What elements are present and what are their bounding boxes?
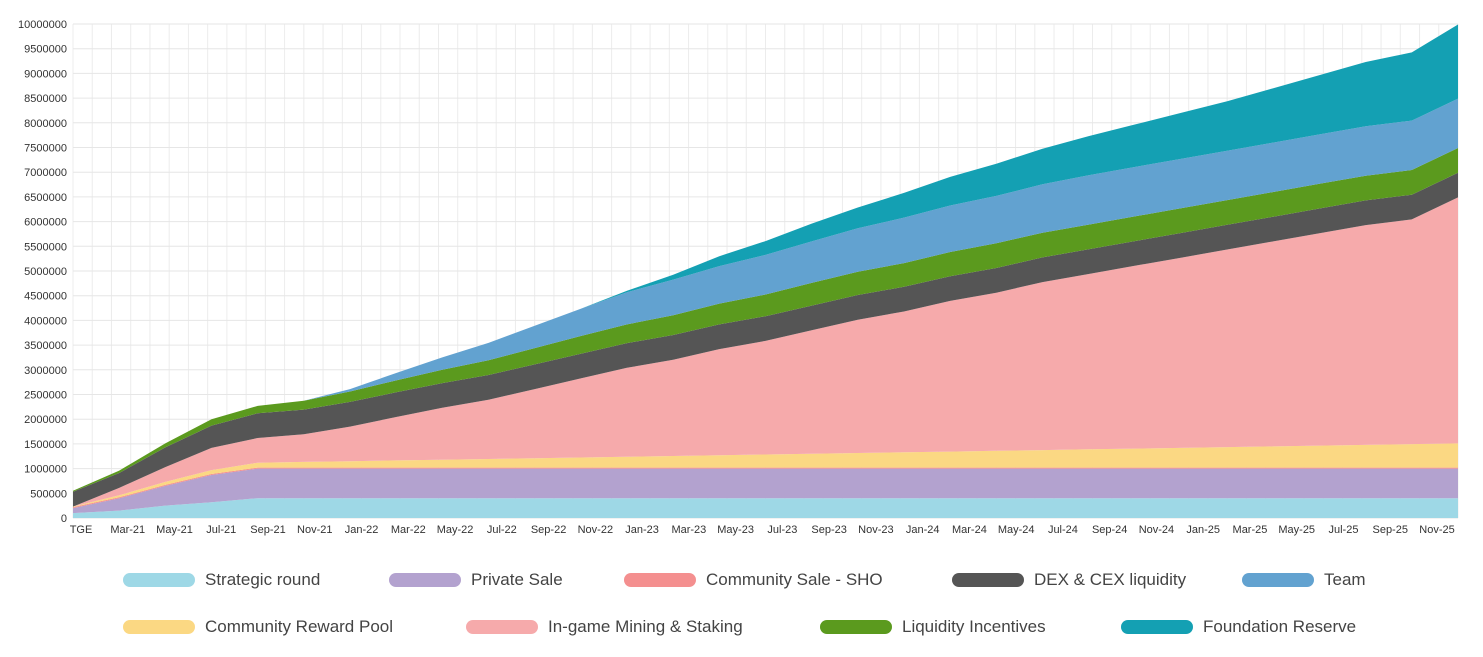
area-in-game-mining-staking (73, 197, 1458, 507)
area-community-reward-pool (73, 443, 1458, 508)
stacked-area-chart: 0 500000 1000000 1500000 2000000 2500000 30000… (18, 19, 1459, 536)
y-tick-label: 10000000 (18, 19, 67, 31)
legend-label: Strategic round (205, 570, 321, 589)
y-tick-label: 3500000 (24, 340, 67, 352)
legend-item-team[interactable]: Team (1242, 569, 1366, 591)
x-tick-label: May-25 (1278, 524, 1315, 536)
x-tick-label: TGE (70, 524, 93, 536)
legend-swatch (1242, 573, 1314, 587)
legend-label: DEX & CEX liquidity (1034, 570, 1187, 589)
legend-item-liquidity-incentives[interactable]: Liquidity Incentives (820, 616, 1046, 638)
x-tick-label: Jul-24 (1048, 524, 1078, 536)
area-team (73, 98, 1458, 491)
legend-item-private-sale[interactable]: Private Sale (389, 569, 563, 591)
x-tick-label: Nov-21 (297, 524, 332, 536)
x-tick-label: Jul-25 (1328, 524, 1358, 536)
legend-item-community-sale-sho[interactable]: Community Sale - SHO (624, 569, 883, 591)
y-tick-label: 6500000 (24, 192, 67, 204)
legend-item-foundation-reserve[interactable]: Foundation Reserve (1121, 616, 1356, 638)
y-tick-label: 1000000 (24, 464, 67, 476)
y-tick-label: 3000000 (24, 365, 67, 377)
area-dex-cex-liquidity (73, 172, 1458, 507)
legend-label: In-game Mining & Staking (548, 617, 743, 636)
x-tick-label: Sep-25 (1372, 524, 1407, 536)
y-tick-label: 8500000 (24, 93, 67, 105)
x-tick-label: Sep-24 (1092, 524, 1127, 536)
area-liquidity-incentives (73, 148, 1458, 492)
x-tick-label: Sep-21 (250, 524, 285, 536)
x-tick-label: May-22 (437, 524, 474, 536)
area-private-sale (73, 468, 1458, 514)
x-tick-label: Mar-24 (952, 524, 987, 536)
legend-swatch (389, 573, 461, 587)
y-tick-label: 8000000 (24, 118, 67, 130)
chart-legend: Strategic round Private Sale Community S… (0, 545, 1483, 657)
x-tick-label: Jan-23 (625, 524, 659, 536)
x-tick-label: Jul-22 (487, 524, 517, 536)
y-tick-label: 0 (61, 513, 67, 525)
x-tick-label: Nov-24 (1139, 524, 1174, 536)
legend-swatch (820, 620, 892, 634)
chart-canvas: 0 500000 1000000 1500000 2000000 2500000 30000… (18, 19, 1459, 536)
legend-label: Team (1324, 570, 1366, 589)
area-foundation-reserve (73, 24, 1458, 491)
x-tick-label: May-21 (156, 524, 193, 536)
x-tick-label: Mar-25 (1233, 524, 1268, 536)
legend-label: Liquidity Incentives (902, 617, 1046, 636)
area-strategic-round (73, 498, 1458, 518)
x-tick-label: Nov-22 (578, 524, 613, 536)
legend-swatch (624, 573, 696, 587)
y-tick-label: 9000000 (24, 68, 67, 80)
x-tick-label: Jan-24 (906, 524, 940, 536)
y-tick-label: 6000000 (24, 217, 67, 229)
y-tick-label: 9500000 (24, 44, 67, 56)
y-tick-label: 1500000 (24, 439, 67, 451)
legend-item-strategic-round[interactable]: Strategic round (123, 569, 320, 591)
legend-swatch (123, 573, 195, 587)
legend-swatch (466, 620, 538, 634)
legend-label: Community Sale - SHO (706, 570, 883, 589)
legend-item-dex-cex-liquidity[interactable]: DEX & CEX liquidity (952, 569, 1186, 591)
legend-item-in-game-mining-staking[interactable]: In-game Mining & Staking (466, 616, 743, 638)
y-tick-label: 500000 (30, 488, 67, 500)
x-tick-label: Sep-23 (811, 524, 846, 536)
y-tick-label: 5000000 (24, 266, 67, 278)
y-tick-label: 7500000 (24, 143, 67, 155)
x-tick-label: Nov-23 (858, 524, 893, 536)
x-tick-label: Nov-25 (1419, 524, 1454, 536)
legend-label: Private Sale (471, 570, 563, 589)
y-tick-label: 2000000 (24, 414, 67, 426)
legend-swatch (952, 573, 1024, 587)
x-tick-label: Mar-23 (671, 524, 706, 536)
x-tick-label: Jan-25 (1186, 524, 1220, 536)
legend-item-community-reward-pool[interactable]: Community Reward Pool (123, 616, 393, 638)
x-tick-label: Jan-22 (345, 524, 379, 536)
legend-swatch (1121, 620, 1193, 634)
legend-label: Community Reward Pool (205, 617, 394, 636)
x-tick-label: Jul-23 (767, 524, 797, 536)
x-tick-label: Sep-22 (531, 524, 566, 536)
y-tick-label: 5500000 (24, 241, 67, 253)
x-tick-label: Mar-21 (110, 524, 145, 536)
x-tick-label: May-24 (998, 524, 1035, 536)
y-tick-label: 4000000 (24, 315, 67, 327)
y-tick-label: 2500000 (24, 390, 67, 402)
legend-label: Foundation Reserve (1203, 617, 1357, 636)
x-tick-label: Jul-21 (206, 524, 236, 536)
x-tick-label: May-23 (717, 524, 754, 536)
y-tick-label: 4500000 (24, 291, 67, 303)
y-tick-label: 7000000 (24, 167, 67, 179)
x-tick-label: Mar-22 (391, 524, 426, 536)
legend-swatch (123, 620, 195, 634)
